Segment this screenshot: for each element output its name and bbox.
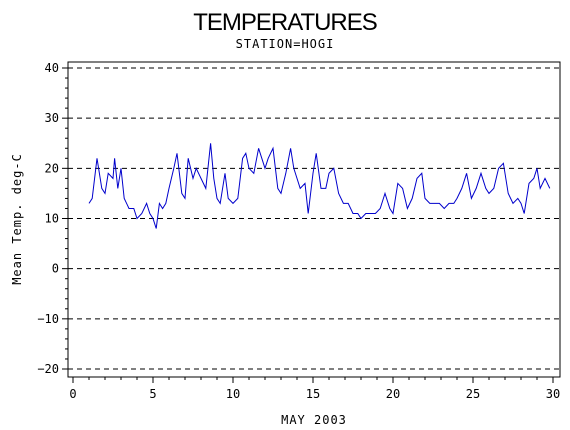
x-tick-label: 15 (306, 387, 320, 401)
y-axis-label: Mean Temp. deg-C (10, 153, 24, 285)
x-tick-label: 30 (546, 387, 560, 401)
y-tick-label: 40 (45, 61, 59, 75)
x-tick-label: 5 (149, 387, 156, 401)
y-tick-label: 20 (45, 161, 59, 175)
x-tick-label: 10 (226, 387, 240, 401)
y-tick-label: 0 (52, 262, 59, 276)
x-tick-label: 25 (466, 387, 480, 401)
x-tick-label: 20 (386, 387, 400, 401)
chart-title: TEMPERATURES (193, 9, 377, 36)
y-tick-label: −20 (37, 362, 59, 376)
y-tick-label: 10 (45, 212, 59, 226)
plot-frame (67, 61, 561, 378)
x-tick-label: 0 (69, 387, 76, 401)
x-axis: 0 5 10 15 20 25 30 (69, 377, 560, 401)
temperature-series-line (88, 143, 551, 229)
grid-lines (68, 67, 560, 370)
y-tick-label: −10 (37, 312, 59, 326)
y-axis: −20 −10 0 10 20 30 40 (37, 61, 68, 376)
x-axis-label: MAY 2003 (281, 413, 347, 427)
y-tick-label: 30 (45, 111, 59, 125)
chart-subtitle: STATION=HOGI (236, 37, 335, 51)
